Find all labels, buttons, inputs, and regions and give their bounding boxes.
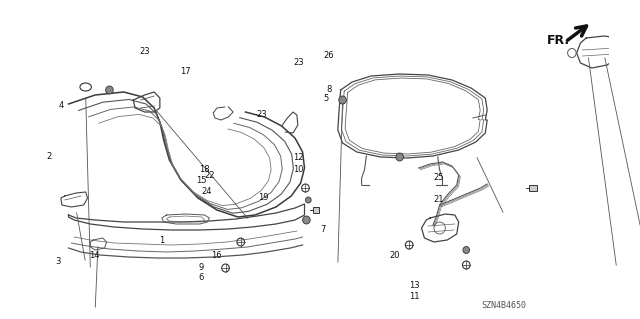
Text: 15: 15 [196,176,206,185]
Text: 7: 7 [320,225,326,234]
Text: 12: 12 [293,153,303,162]
Text: SZN4B4650: SZN4B4650 [482,300,527,309]
Text: 23: 23 [257,110,267,119]
Text: 10: 10 [293,165,303,174]
Text: 24: 24 [202,187,212,196]
Text: 18: 18 [198,165,209,174]
Text: 11: 11 [409,292,419,301]
Text: 21: 21 [433,195,444,204]
Text: 20: 20 [389,251,400,260]
Text: 17: 17 [180,67,191,76]
Text: 9: 9 [198,263,204,272]
Bar [529,185,537,191]
Text: 13: 13 [409,281,419,290]
Text: 16: 16 [211,251,221,260]
Circle shape [106,86,113,94]
Text: 19: 19 [258,193,268,202]
Text: 3: 3 [55,257,61,266]
Circle shape [303,216,310,224]
Text: 5: 5 [323,94,328,103]
Text: 23: 23 [293,58,304,67]
Text: 25: 25 [433,173,444,182]
Text: 14: 14 [89,251,100,260]
Text: 22: 22 [205,171,215,180]
Bar [312,207,319,213]
Circle shape [396,153,403,161]
Text: 2: 2 [46,152,51,161]
Text: 1: 1 [159,236,164,245]
Text: 6: 6 [198,273,204,282]
Circle shape [339,96,346,104]
Text: 26: 26 [324,51,334,60]
Circle shape [463,247,470,254]
Text: 8: 8 [326,85,332,94]
Circle shape [305,197,311,203]
Text: 4: 4 [58,101,63,110]
Text: 23: 23 [139,47,150,56]
Text: FR.: FR. [547,33,570,47]
